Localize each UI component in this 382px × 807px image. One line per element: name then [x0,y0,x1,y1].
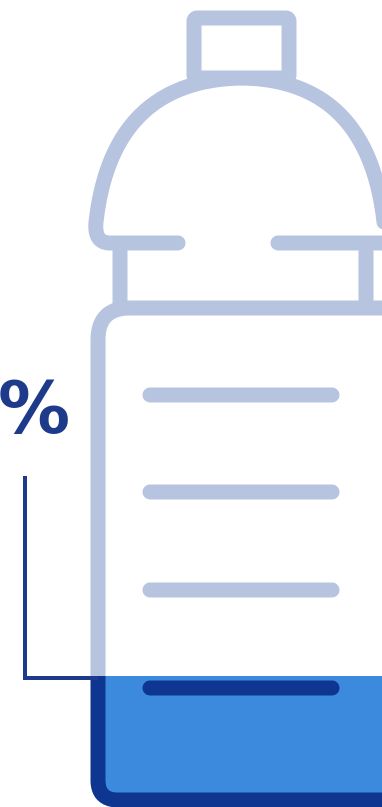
water-fill [98,676,382,800]
bottle-cap [186,10,297,86]
percent-label: % [0,366,71,450]
callout-leader [23,476,98,680]
bottle-body-filled-outline [90,676,382,807]
bottle-shoulder [88,70,382,251]
